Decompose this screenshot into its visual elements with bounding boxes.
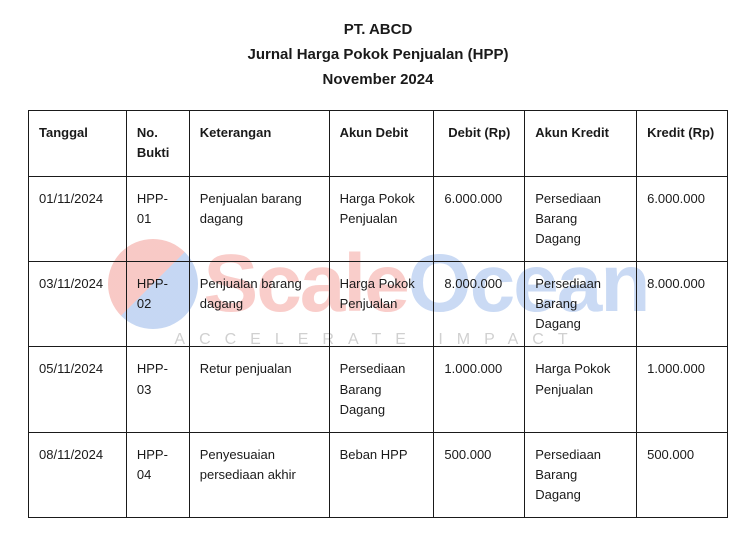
cell-debit: 500.000 [434,432,525,517]
cell-debit: 6.000.000 [434,176,525,261]
cell-akun-debit: Harga Pokok Penjualan [329,176,434,261]
cell-tanggal: 08/11/2024 [29,432,127,517]
cell-tanggal: 01/11/2024 [29,176,127,261]
cell-keterangan: Retur penjualan [189,347,329,432]
company-name: PT. ABCD [28,18,728,43]
cell-akun-kredit: Persediaan Barang Dagang [525,261,637,346]
cell-no-bukti: HPP-04 [126,432,189,517]
cell-no-bukti: HPP-02 [126,261,189,346]
col-keterangan: Keterangan [189,111,329,176]
cell-kredit: 1.000.000 [637,347,728,432]
cell-no-bukti: HPP-03 [126,347,189,432]
table-row: 03/11/2024HPP-02Penjualan barang dagangH… [29,261,728,346]
cell-kredit: 500.000 [637,432,728,517]
col-kredit: Kredit (Rp) [637,111,728,176]
cell-akun-debit: Beban HPP [329,432,434,517]
table-header-row: Tanggal No. Bukti Keterangan Akun Debit … [29,111,728,176]
cell-akun-debit: Persediaan Barang Dagang [329,347,434,432]
cell-akun-kredit: Persediaan Barang Dagang [525,432,637,517]
cell-kredit: 8.000.000 [637,261,728,346]
cell-keterangan: Penyesuaian persediaan akhir [189,432,329,517]
col-debit: Debit (Rp) [434,111,525,176]
col-akun-debit: Akun Debit [329,111,434,176]
cell-tanggal: 05/11/2024 [29,347,127,432]
col-akun-kredit: Akun Kredit [525,111,637,176]
cell-kredit: 6.000.000 [637,176,728,261]
cell-debit: 1.000.000 [434,347,525,432]
journal-title: Jurnal Harga Pokok Penjualan (HPP) [28,43,728,68]
table-row: 05/11/2024HPP-03Retur penjualanPersediaa… [29,347,728,432]
cell-akun-debit: Harga Pokok Penjualan [329,261,434,346]
cell-akun-kredit: Persediaan Barang Dagang [525,176,637,261]
document-header: PT. ABCD Jurnal Harga Pokok Penjualan (H… [28,18,728,92]
table-row: 08/11/2024HPP-04Penyesuaian persediaan a… [29,432,728,517]
journal-table: Tanggal No. Bukti Keterangan Akun Debit … [28,110,728,518]
period: November 2024 [28,68,728,93]
cell-tanggal: 03/11/2024 [29,261,127,346]
col-no-bukti: No. Bukti [126,111,189,176]
cell-no-bukti: HPP-01 [126,176,189,261]
cell-debit: 8.000.000 [434,261,525,346]
cell-keterangan: Penjualan barang dagang [189,176,329,261]
cell-akun-kredit: Harga Pokok Penjualan [525,347,637,432]
col-tanggal: Tanggal [29,111,127,176]
table-row: 01/11/2024HPP-01Penjualan barang dagangH… [29,176,728,261]
cell-keterangan: Penjualan barang dagang [189,261,329,346]
